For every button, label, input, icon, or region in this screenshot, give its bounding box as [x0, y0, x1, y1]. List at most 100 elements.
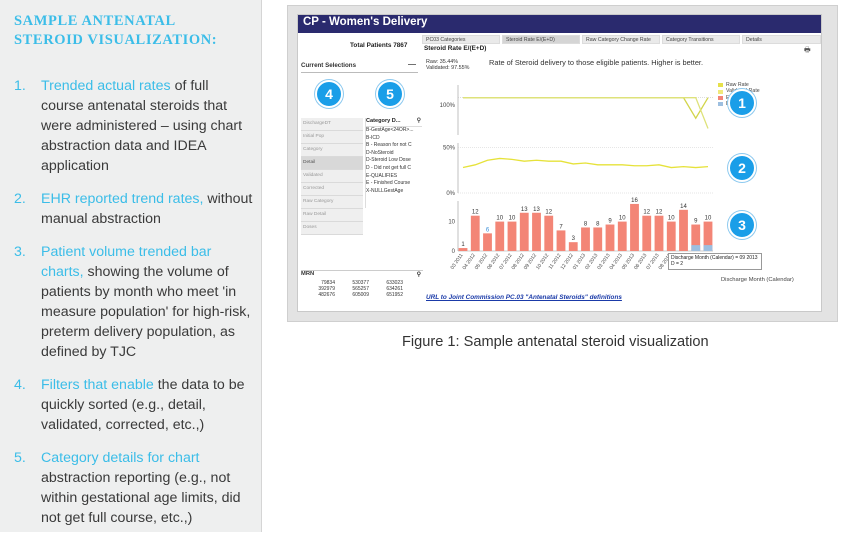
mrn-cell: 633023 — [386, 280, 403, 286]
filter-raw-detail[interactable]: Raw Detail — [301, 209, 363, 222]
bar-e — [470, 215, 480, 251]
item-text: the data to be quickly sorted (e.g., det… — [41, 377, 245, 433]
tooltip-line: Discharge Month (Calendar) = 09 2013 — [671, 255, 758, 261]
bar-data-label: 8 — [584, 221, 588, 227]
legend-item: Raw Rate — [718, 82, 760, 88]
item-highlight: Trended actual rates — [41, 78, 171, 94]
filter-initial-pop[interactable]: Initial Pop — [301, 131, 363, 144]
badge-2: 2 — [728, 154, 756, 182]
joint-commission-link[interactable]: URL to Joint Commission PC.03 "Antenatal… — [426, 294, 622, 301]
bar-data-label: 14 — [680, 204, 687, 210]
item-text: of full course antenatal steroids that w… — [41, 78, 243, 174]
tab-bar: PC03 Categories Steroid Rate E/(E+D) Raw… — [422, 35, 821, 45]
bar-data-label: 10 — [705, 216, 712, 222]
category-listbox: Category D... ⚲ B-GestAge<24OR>... B-ICD B… — [365, 118, 422, 208]
bar-data-label: 12 — [472, 210, 479, 216]
tab-category-transitions[interactable]: Category Transitions — [662, 35, 740, 44]
item-number: 5. — [14, 450, 26, 466]
bar-data-label: 10 — [496, 216, 503, 222]
series-line-raw-trend — [462, 157, 709, 169]
bar-e — [617, 221, 627, 251]
category-item[interactable]: D-Steroid Low Dose — [366, 157, 411, 164]
mrn-cell: 651952 — [386, 292, 403, 299]
feature-list: 1. Trended actual rates of full course an… — [14, 76, 254, 541]
bar-data-label: 9 — [694, 219, 698, 225]
bar-e — [666, 221, 676, 251]
bar-data-label: 10 — [509, 216, 516, 222]
search-icon[interactable]: ⚲ — [416, 272, 421, 278]
bar-data-label: 1 — [461, 242, 465, 248]
tab-steroid-rate[interactable]: Steroid Rate E/(E+D) — [502, 35, 580, 44]
total-patients: Total Patients 7867 — [350, 42, 408, 49]
table-row[interactable]: 79834 530377 633023 — [301, 280, 423, 286]
bar-data-label: 9 — [608, 219, 612, 225]
tooltip-line: D = 2 — [671, 261, 684, 268]
rate-stats: Raw: 35.44% Validated: 97.55% — [426, 59, 469, 72]
item-text: showing the volume of patients by month … — [41, 264, 251, 360]
tab-pc03-categories[interactable]: PC03 Categories — [422, 35, 500, 44]
bar-d — [691, 245, 701, 251]
list-item: 4. Filters that enable the data to be qui… — [14, 375, 254, 435]
mrn-cell: 392979 — [318, 286, 335, 293]
item-number: 4. — [14, 377, 26, 393]
minimize-icon[interactable]: — — [408, 60, 416, 69]
filter-category[interactable]: Category — [301, 144, 363, 157]
bar-data-label: 10 — [668, 216, 675, 222]
mrn-cell: 605009 — [352, 292, 369, 299]
bar-data-label: 12 — [545, 210, 552, 216]
y-tick-label: 0% — [446, 191, 455, 197]
y-tick-label: 100% — [440, 103, 456, 109]
chart-tooltip: Discharge Month (Calendar) = 09 2013 D =… — [668, 253, 762, 270]
bar-e — [568, 242, 578, 251]
bar-data-label: 10 — [619, 216, 626, 222]
summary-panel: SAMPLE ANTENATAL STEROID VISUALIZATION: … — [0, 0, 262, 532]
list-item: 5. Category details for chart abstraction… — [14, 448, 254, 528]
item-number: 2. — [14, 191, 26, 207]
category-item[interactable]: E-QUALIFIES — [366, 172, 398, 179]
category-header-label: Category D... — [366, 118, 401, 124]
bar-data-label: 6 — [486, 227, 490, 233]
search-icon[interactable]: ⚲ — [416, 118, 421, 124]
filter-raw-category[interactable]: Raw Category — [301, 196, 363, 209]
figure-caption: Figure 1: Sample antenatal steroid visua… — [402, 334, 709, 350]
legend-label: D — [726, 101, 730, 107]
filter-dischargedt[interactable]: DischargeDT — [301, 118, 363, 131]
mrn-header: MRN — [301, 271, 315, 277]
bar-e — [495, 221, 505, 251]
filter-list: DischargeDT Initial Pop Category Detail Vali… — [301, 118, 363, 235]
category-item[interactable]: E - Finished Course — [366, 180, 411, 187]
filter-corrected[interactable]: Corrected — [301, 183, 363, 196]
category-item[interactable]: B - Reason for not C — [366, 142, 412, 149]
tab-details[interactable]: Details — [742, 35, 821, 44]
filter-detail[interactable]: Detail — [301, 157, 363, 170]
item-highlight: Filters that enable — [41, 377, 154, 393]
legend-label: E — [726, 95, 729, 101]
bar-data-label: 13 — [521, 207, 528, 213]
validated-rate-stat: Validated: 97.55% — [426, 65, 470, 72]
bar-data-label: 13 — [533, 207, 540, 213]
bar-e — [605, 224, 615, 251]
category-item[interactable]: X-NULLGestAge — [366, 187, 404, 194]
bar-e — [630, 203, 639, 251]
y-tick-label: 10 — [448, 220, 455, 226]
category-item[interactable]: B-ICD — [366, 134, 380, 141]
list-item: 3. Patient volume trended bar charts, sho… — [14, 242, 254, 362]
category-item[interactable]: D - Did not get full C — [366, 164, 412, 171]
print-icon[interactable]: 🖶 — [804, 47, 811, 54]
category-item[interactable]: B-GestAge<24OR>... — [366, 127, 414, 133]
app-title: CP - Women's Delivery — [303, 16, 428, 28]
filter-validated[interactable]: Validated — [301, 170, 363, 183]
bar-data-label: 12 — [643, 210, 650, 216]
table-row[interactable]: 482676 605009 651952 — [301, 292, 423, 298]
table-row[interactable]: 392979 565257 634261 — [301, 286, 423, 292]
tab-raw-category-change-rate[interactable]: Raw Category Change Rate — [582, 35, 660, 44]
mrn-cell: 530377 — [352, 280, 369, 286]
filter-doses[interactable]: Doses — [301, 222, 363, 235]
app-titlebar: CP - Women's Delivery — [298, 15, 821, 33]
current-selections-header: Current Selections — — [301, 60, 418, 73]
badge-4: 4 — [315, 80, 343, 108]
mrn-cell: 565257 — [352, 286, 369, 293]
chart-description: Rate of Steroid delivery to those eligib… — [489, 58, 704, 67]
category-item[interactable]: D-NoSteroid — [366, 149, 394, 156]
legend-label: Raw Rate — [726, 82, 749, 88]
